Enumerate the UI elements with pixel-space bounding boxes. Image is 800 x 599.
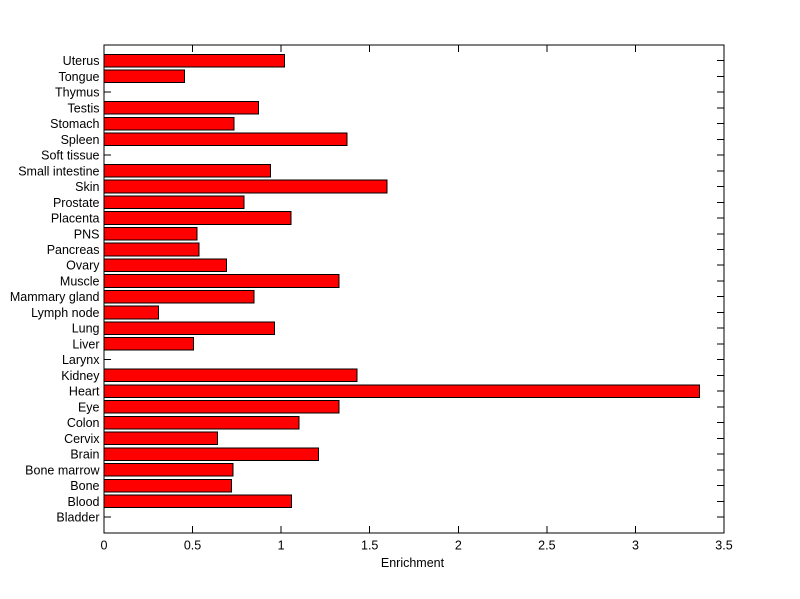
svg-text:Ovary: Ovary	[66, 259, 100, 273]
svg-text:Blood: Blood	[68, 495, 100, 509]
svg-text:Soft tissue: Soft tissue	[41, 149, 99, 163]
svg-text:Pancreas: Pancreas	[47, 243, 100, 257]
svg-text:Brain: Brain	[70, 448, 99, 462]
svg-text:Larynx: Larynx	[62, 353, 100, 367]
svg-text:PNS: PNS	[74, 227, 100, 241]
svg-text:Bladder: Bladder	[56, 511, 99, 525]
svg-text:2.5: 2.5	[538, 539, 555, 553]
svg-text:Muscle: Muscle	[60, 274, 100, 288]
svg-text:Lymph node: Lymph node	[31, 306, 99, 320]
svg-text:1.5: 1.5	[361, 539, 378, 553]
svg-text:0: 0	[101, 539, 108, 553]
svg-text:Spleen: Spleen	[61, 133, 100, 147]
svg-text:Bone: Bone	[70, 479, 99, 493]
svg-text:2: 2	[455, 539, 462, 553]
svg-text:Testis: Testis	[68, 101, 100, 115]
svg-text:Small intestine: Small intestine	[18, 164, 99, 178]
svg-text:Colon: Colon	[67, 416, 100, 430]
svg-text:3: 3	[632, 539, 639, 553]
svg-text:Lung: Lung	[72, 322, 100, 336]
svg-text:1: 1	[278, 539, 285, 553]
svg-text:Prostate: Prostate	[53, 196, 100, 210]
svg-text:Heart: Heart	[69, 385, 100, 399]
svg-text:Mammary gland: Mammary gland	[10, 290, 100, 304]
svg-text:3.5: 3.5	[715, 539, 732, 553]
svg-text:Placenta: Placenta	[51, 212, 100, 226]
svg-text:Thymus: Thymus	[55, 86, 99, 100]
svg-text:Kidney: Kidney	[61, 369, 100, 383]
svg-text:Eye: Eye	[78, 400, 100, 414]
svg-text:Uterus: Uterus	[63, 54, 100, 68]
svg-text:Bone marrow: Bone marrow	[25, 463, 100, 477]
svg-text:0.5: 0.5	[184, 539, 201, 553]
svg-text:Cervix: Cervix	[64, 432, 100, 446]
svg-text:Tongue: Tongue	[58, 70, 99, 84]
svg-text:Enrichment: Enrichment	[381, 556, 445, 570]
svg-text:Liver: Liver	[72, 337, 99, 351]
svg-text:Skin: Skin	[75, 180, 99, 194]
svg-text:Stomach: Stomach	[50, 117, 99, 131]
